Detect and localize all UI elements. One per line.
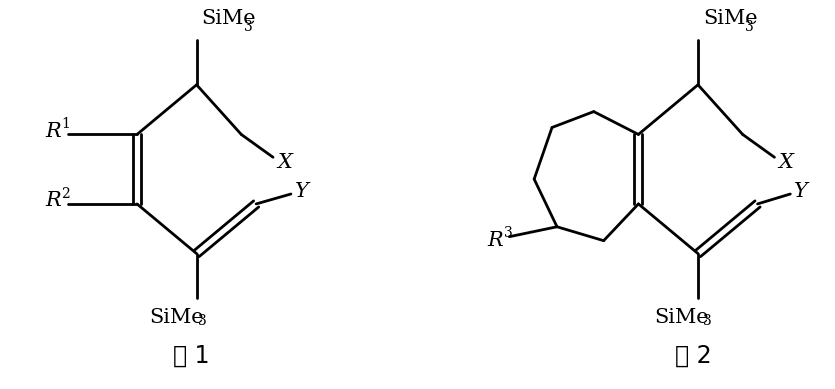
Text: R: R xyxy=(45,191,61,210)
Text: Y: Y xyxy=(295,182,309,200)
Text: 3: 3 xyxy=(504,226,514,240)
Text: 3: 3 xyxy=(199,314,207,328)
Text: 2: 2 xyxy=(62,186,70,200)
Text: Y: Y xyxy=(794,182,808,200)
Text: SiMe: SiMe xyxy=(201,9,256,28)
Text: R: R xyxy=(45,122,61,141)
Text: SiMe: SiMe xyxy=(703,9,757,28)
Text: SiMe: SiMe xyxy=(149,308,204,327)
Text: 3: 3 xyxy=(746,20,754,34)
Text: 3: 3 xyxy=(244,20,253,34)
Text: X: X xyxy=(778,153,793,172)
Text: 1: 1 xyxy=(62,117,70,131)
Text: 式 1: 式 1 xyxy=(174,344,210,368)
Text: X: X xyxy=(277,153,292,172)
Text: 式 2: 式 2 xyxy=(675,344,711,368)
Text: SiMe: SiMe xyxy=(654,308,708,327)
Text: 3: 3 xyxy=(703,314,711,328)
Text: R: R xyxy=(488,231,504,250)
